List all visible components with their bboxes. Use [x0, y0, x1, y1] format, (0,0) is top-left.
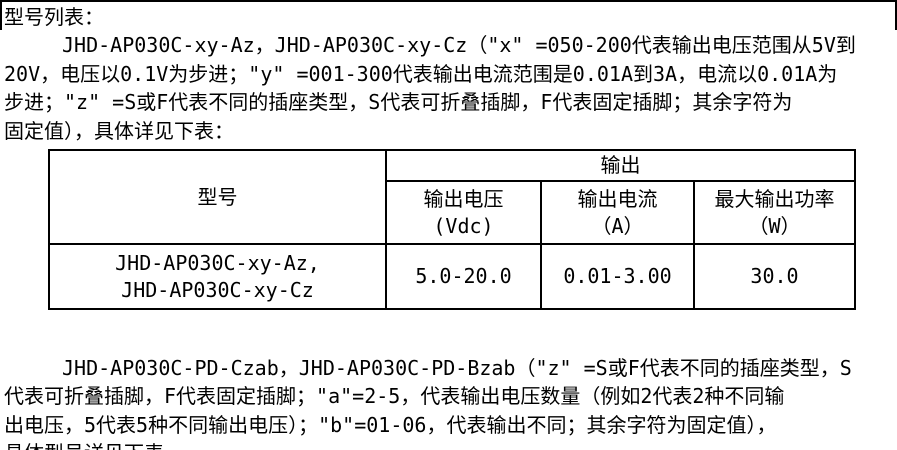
paragraph-line: 步进；"z" =S或F代表不同的插座类型，S代表可折叠插脚，F代表固定插脚；其余…	[4, 90, 793, 115]
paragraph-line: 20V，电压以0.1V为步进；"y" =001-300代表输出电流范围是0.01…	[4, 61, 838, 86]
table-header-output-voltage: 输出电压 (Vdc)	[385, 180, 542, 245]
table-header-output-current: 输出电流 （A）	[540, 180, 695, 245]
column-unit: （A）	[591, 213, 644, 238]
page-left-border-stub	[0, 0, 2, 30]
model-spec-table: 型号 输出 输出电压 (Vdc) 输出电流 （A） 最大输出功率 （W）	[48, 149, 856, 310]
paragraph-line: JHD-AP030C-PD-Czab，JHD-AP030C-PD-Bzab（"z…	[62, 356, 852, 380]
column-title: 最大输出功率	[714, 186, 835, 211]
pd-models-section: JHD-AP030C-PD-Czab，JHD-AP030C-PD-Bzab（"z…	[4, 354, 894, 450]
model-name-line: JHD-AP030C-xy-Cz	[121, 277, 314, 302]
column-title: 输出电压	[423, 186, 504, 211]
paragraph-line: 代表可折叠插脚，F代表固定插脚；"a"=2-5，代表输出电压数量（例如2代表2种…	[4, 384, 785, 409]
table-header-max-output-power: 最大输出功率 （W）	[693, 180, 856, 245]
page-right-border-stub	[895, 0, 897, 30]
cell-max-output-power: 30.0	[693, 243, 856, 310]
column-unit: （W）	[748, 213, 801, 238]
model-name-line: JHD-AP030C-xy-Az,	[115, 250, 320, 275]
table-row: JHD-AP030C-xy-Az, JHD-AP030C-xy-Cz 5.0-2…	[48, 243, 856, 310]
paragraph-line: 出电压，5代表5种不同输出电压）；"b"=01-06，代表输出不同；其余字符为固…	[4, 412, 777, 437]
column-unit: (Vdc)	[433, 213, 494, 238]
table-header-model: 型号	[48, 149, 387, 245]
cell-model-names: JHD-AP030C-xy-Az, JHD-AP030C-xy-Cz	[48, 243, 387, 310]
page-top-border	[0, 0, 897, 2]
paragraph-line: JHD-AP030C-xy-Az，JHD-AP030C-xy-Cz（"x" =0…	[62, 33, 856, 58]
paragraph-line: 固定值），具体详见下表：	[4, 118, 234, 143]
table-header-output-group: 输出	[385, 149, 856, 182]
cell-output-voltage: 5.0-20.0	[385, 243, 542, 310]
section-title: 型号列表：	[4, 5, 104, 29]
paragraph-line-cutoff: 具体型号详见下表	[4, 439, 894, 450]
cell-output-current: 0.01-3.00	[540, 243, 695, 310]
intro-section: 型号列表： JHD-AP030C-xy-Az，JHD-AP030C-xy-Cz（…	[4, 3, 894, 145]
column-title: 输出电流	[577, 186, 658, 211]
